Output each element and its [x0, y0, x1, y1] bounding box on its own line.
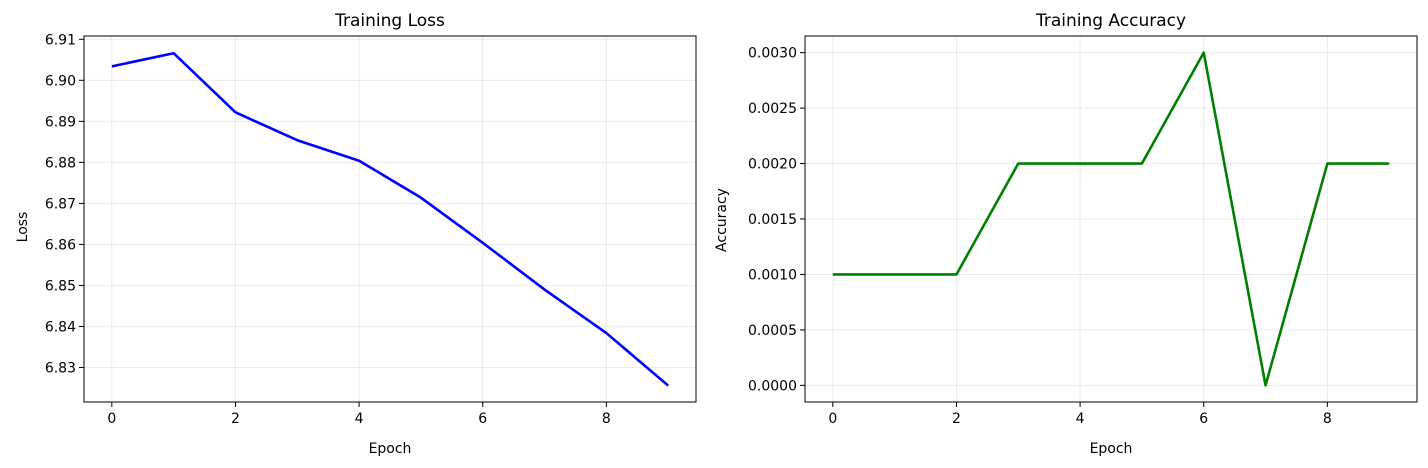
series-lines	[111, 51, 670, 387]
y-tick-label: 6.90	[45, 73, 76, 89]
x-tick-label: 2	[231, 411, 240, 427]
grid	[805, 36, 1417, 402]
training-accuracy-panel: Training Accuracy Epoch Accuracy 0 2 4 6 8 0.…	[714, 11, 1418, 457]
x-tick-label: 4	[355, 411, 364, 427]
y-tick-label: 6.88	[45, 155, 76, 171]
x-tick-label: 8	[602, 411, 611, 427]
series-lines	[832, 51, 1390, 387]
series-line	[832, 51, 1390, 387]
y-tick-label: 6.86	[45, 237, 76, 253]
x-tick-label: 0	[828, 411, 837, 427]
x-tick-label: 2	[952, 411, 961, 427]
y-tick-label: 6.83	[45, 361, 76, 377]
y-tick-label: 0.0030	[748, 46, 797, 62]
x-axis-label: Epoch	[369, 441, 412, 457]
y-tick-label: 6.84	[45, 320, 76, 336]
chart-title: Training Loss	[334, 11, 445, 31]
y-axis-label: Loss	[15, 212, 31, 243]
y-tick-label: 0.0020	[748, 157, 797, 173]
ticks: 0 2 4 6 8 0.0000 0.0005 0.0010 0.0015 0.0020 0.002…	[748, 46, 1332, 427]
grid	[84, 36, 696, 402]
x-tick-label: 6	[478, 411, 487, 427]
y-tick-label: 6.85	[45, 278, 76, 294]
y-axis-label: Accuracy	[714, 188, 730, 252]
ticks: 0 2 4 6 8 6.83 6.84 6.85 6.86 6.87 6.88 6.89 6.90 6.9…	[45, 32, 611, 427]
training-loss-panel: Training Loss Epoch Loss 0 2 4 6 8 6.83 6.84 6.…	[15, 11, 697, 457]
y-tick-label: 6.87	[45, 196, 76, 212]
y-tick-label: 0.0005	[748, 323, 797, 339]
y-tick-label: 0.0015	[748, 212, 797, 228]
x-axis-label: Epoch	[1090, 441, 1133, 457]
series-line	[111, 51, 670, 387]
y-tick-label: 6.91	[45, 32, 76, 48]
y-tick-label: 0.0025	[748, 101, 797, 117]
x-tick-label: 6	[1199, 411, 1208, 427]
plot-frame	[83, 35, 697, 403]
y-tick-label: 0.0000	[748, 378, 797, 394]
chart-title: Training Accuracy	[1035, 11, 1186, 31]
x-tick-label: 0	[107, 411, 116, 427]
y-tick-label: 0.0010	[748, 267, 797, 283]
x-tick-label: 4	[1076, 411, 1085, 427]
y-tick-label: 6.89	[45, 114, 76, 130]
x-tick-label: 8	[1323, 411, 1332, 427]
